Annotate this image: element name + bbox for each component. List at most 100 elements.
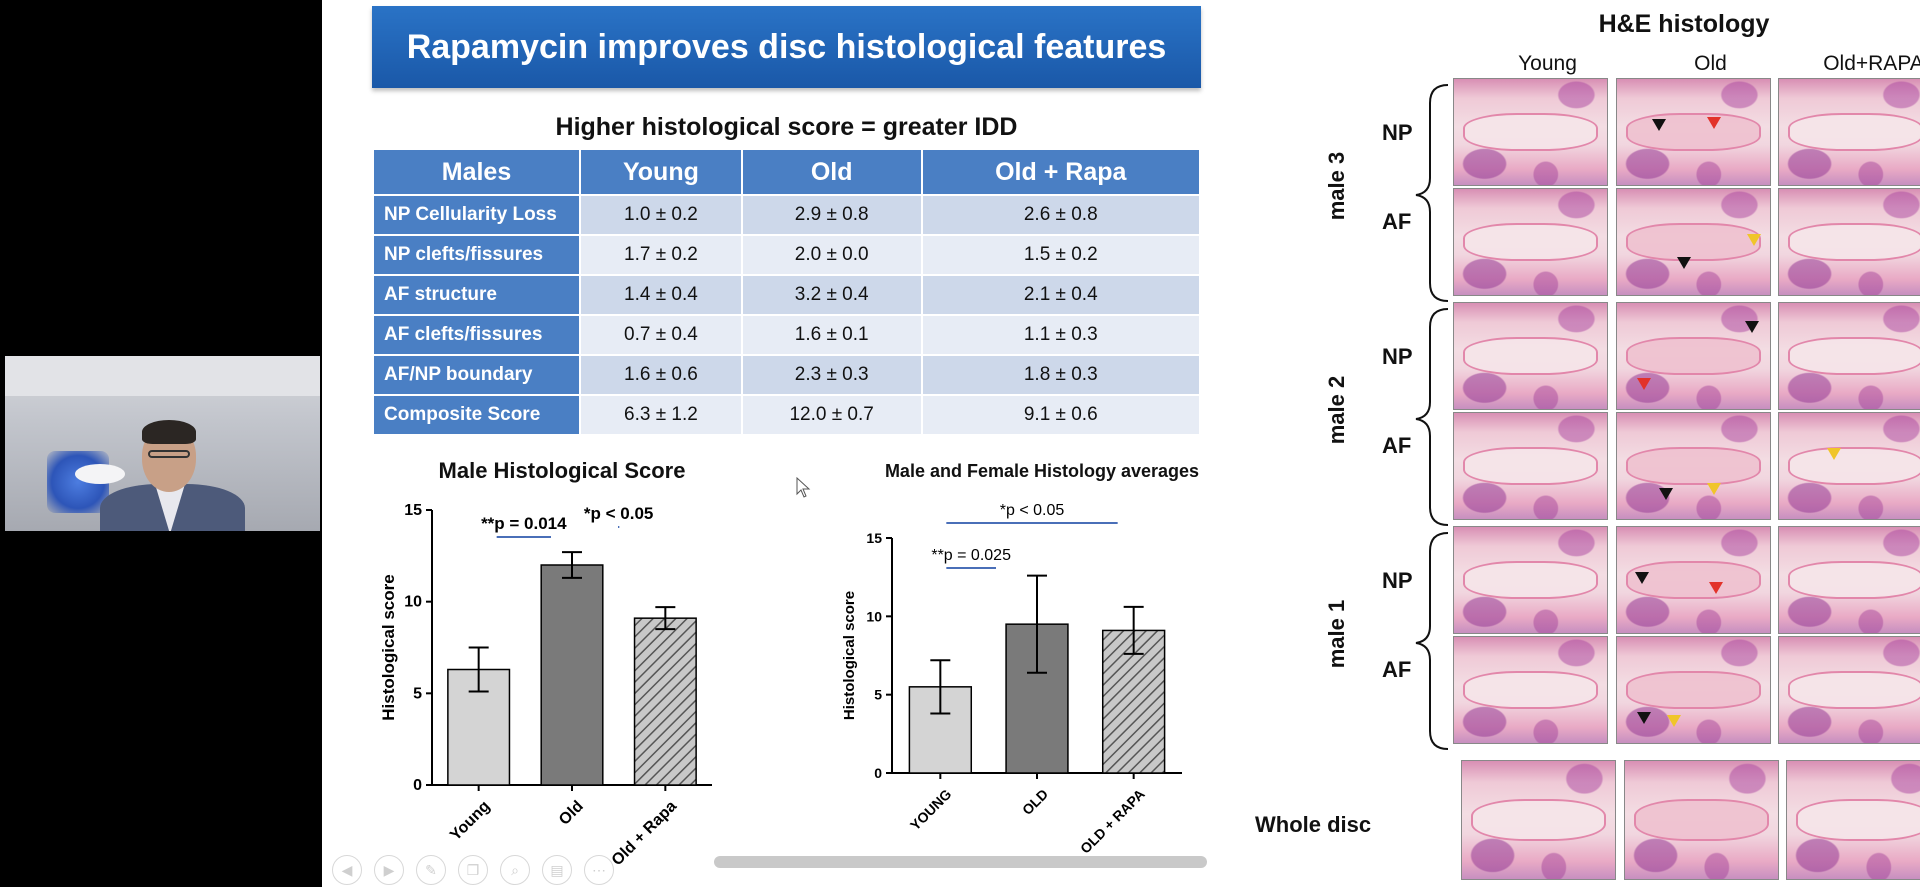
next-icon[interactable]: ▶ — [374, 855, 404, 885]
score-table: Males Young Old Old + Rapa NP Cellularit… — [372, 148, 1201, 436]
disc-band — [1626, 446, 1761, 486]
table-cell: 1.5 ± 0.2 — [922, 236, 1199, 274]
arrowhead-icon — [1637, 712, 1651, 724]
histology-tile — [1616, 636, 1771, 744]
y-axis-label: Histological score — [841, 591, 858, 720]
horizontal-scrollbar[interactable] — [714, 856, 1207, 868]
histology-col-young: Young — [1518, 52, 1577, 75]
category-label: Old — [556, 798, 587, 829]
histology-tile — [1453, 78, 1608, 186]
disc-band — [1463, 112, 1598, 152]
y-tick-label: 0 — [413, 777, 422, 794]
table-cell: 0.7 ± 0.4 — [581, 316, 741, 354]
table-cell: 2.0 ± 0.0 — [742, 236, 921, 274]
table-cell: 1.8 ± 0.3 — [922, 356, 1199, 394]
table-cell: 2.3 ± 0.3 — [742, 356, 921, 394]
zoom-icon[interactable]: ⌕ — [500, 855, 530, 885]
more-icon[interactable]: ⋯ — [584, 855, 614, 885]
table-cell: 1.7 ± 0.2 — [581, 236, 741, 274]
arrowhead-icon — [1659, 488, 1673, 500]
disc-band — [1788, 336, 1920, 376]
table-row: AF clefts/fissures 0.7 ± 0.4 1.6 ± 0.1 1… — [374, 316, 1199, 354]
histology-tile — [1616, 188, 1771, 296]
male-score-chart: 0 5 10 15 Histological score Young Old Old + Ra… — [379, 502, 712, 869]
disc-band — [1788, 560, 1920, 600]
disc-band — [1788, 446, 1920, 486]
category-label: Young — [447, 798, 493, 844]
slides-icon[interactable]: ▤ — [542, 855, 572, 885]
webcam-wall — [5, 356, 320, 396]
table-row: Composite Score 6.3 ± 1.2 12.0 ± 0.7 9.1… — [374, 396, 1199, 434]
disc-band — [1788, 112, 1920, 152]
table-header-cell: Young — [581, 150, 741, 194]
bar — [633, 617, 697, 786]
histology-col-old-rapa: Old+RAPA — [1823, 52, 1920, 75]
histology-layer-label: NP — [1382, 568, 1413, 593]
combined-score-chart: 0 5 10 15 Histological score YOUNG OLD OLD + RA… — [841, 502, 1182, 857]
row-label: NP Cellularity Loss — [374, 196, 579, 234]
whole-disc-tile — [1461, 760, 1616, 880]
table-cell: 1.6 ± 0.1 — [742, 316, 921, 354]
disc-band — [1463, 670, 1598, 710]
histology-layer-label: NP — [1382, 120, 1413, 145]
arrowhead-icon — [1677, 257, 1691, 269]
histology-tile — [1453, 188, 1608, 296]
table-cell: 3.2 ± 0.4 — [742, 276, 921, 314]
histology-group-label: male 3 — [1324, 151, 1349, 221]
histology-group-label: male 2 — [1324, 375, 1349, 445]
arrowhead-icon — [1707, 117, 1721, 129]
histology-group-label: male 1 — [1324, 599, 1349, 669]
histology-tile — [1778, 188, 1920, 296]
whole-disc-tile — [1786, 760, 1920, 880]
significance-label: *p < 0.05 — [1000, 502, 1065, 519]
pen-icon[interactable]: ✎ — [416, 855, 446, 885]
row-label: AF clefts/fissures — [374, 316, 579, 354]
table-cell: 2.1 ± 0.4 — [922, 276, 1199, 314]
histology-layer-label: NP — [1382, 344, 1413, 369]
table-header-cell: Old — [742, 150, 921, 194]
table-row: AF/NP boundary 1.6 ± 0.6 2.3 ± 0.3 1.8 ±… — [374, 356, 1199, 394]
arrowhead-icon — [1745, 321, 1759, 333]
table-cell: 9.1 ± 0.6 — [922, 396, 1199, 434]
disc-band — [1634, 798, 1769, 842]
histology-tile — [1616, 526, 1771, 634]
table-header-cell: Males — [374, 150, 579, 194]
disc-band — [1626, 336, 1761, 376]
disc-band — [1796, 798, 1920, 842]
histology-tile — [1778, 78, 1920, 186]
table-cell: 12.0 ± 0.7 — [742, 396, 921, 434]
table-row: AF structure 1.4 ± 0.4 3.2 ± 0.4 2.1 ± 0… — [374, 276, 1199, 314]
slide: Rapamycin improves disc histological fea… — [322, 0, 1920, 887]
row-label: NP clefts/fissures — [374, 236, 579, 274]
brace-icon — [1415, 308, 1449, 526]
disc-band — [1463, 336, 1598, 376]
disc-band — [1626, 112, 1761, 152]
arrowhead-icon — [1635, 572, 1649, 584]
table-cell: 1.0 ± 0.2 — [581, 196, 741, 234]
brace-icon — [1415, 532, 1449, 750]
table-cell: 1.6 ± 0.6 — [581, 356, 741, 394]
y-tick-label: 5 — [874, 687, 882, 703]
arrowhead-icon — [1637, 378, 1651, 390]
significance-label: *p < 0.05 — [584, 504, 653, 523]
arrowhead-icon — [1709, 582, 1723, 594]
y-tick-label: 10 — [404, 594, 422, 611]
copy-icon[interactable]: ❐ — [458, 855, 488, 885]
y-tick-label: 15 — [404, 502, 422, 519]
category-label: YOUNG — [907, 786, 955, 834]
category-label: OLD — [1019, 786, 1051, 818]
arrowhead-icon — [1652, 119, 1666, 131]
disc-band — [1463, 446, 1598, 486]
table-cell: 1.1 ± 0.3 — [922, 316, 1199, 354]
table-cell: 2.6 ± 0.8 — [922, 196, 1199, 234]
table-header-cell: Old + Rapa — [922, 150, 1199, 194]
prev-icon[interactable]: ◀ — [332, 855, 362, 885]
webcam-video — [5, 356, 320, 531]
y-tick-label: 15 — [866, 530, 882, 546]
histology-tile — [1616, 78, 1771, 186]
webcam-lamp — [75, 464, 125, 484]
chart2-title: Male and Female Histology averages — [884, 461, 1200, 481]
table-header-row: Males Young Old Old + Rapa — [374, 150, 1199, 194]
disc-band — [1626, 670, 1761, 710]
histology-tile — [1453, 412, 1608, 520]
